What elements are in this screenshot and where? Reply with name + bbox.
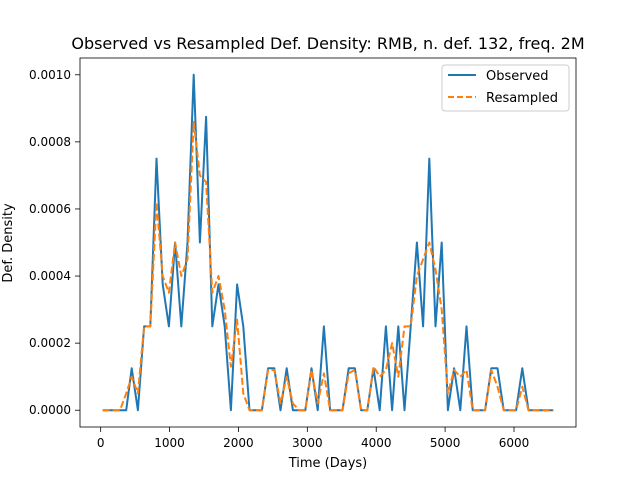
y-tick-label: 0.0008 — [29, 135, 71, 149]
plot-area — [80, 58, 576, 427]
x-tick-label: 0 — [97, 436, 105, 450]
x-axis-label: Time (Days) — [288, 456, 368, 471]
y-tick-label: 0.0002 — [29, 336, 71, 350]
y-tick-label: 0.0010 — [29, 68, 71, 82]
legend-label-observed: Observed — [486, 69, 549, 84]
x-tick-label: 1000 — [154, 436, 185, 450]
legend-box — [441, 64, 570, 112]
y-tick-label: 0.0000 — [29, 403, 71, 417]
y-axis-label: Def. Density — [1, 203, 16, 283]
series-line-resampled — [102, 120, 554, 412]
x-tick-label: 4000 — [361, 436, 392, 450]
x-tick-label: 3000 — [292, 436, 323, 450]
chart-title: Observed vs Resampled Def. Density: RMB,… — [71, 34, 584, 53]
y-tick-label: 0.0006 — [29, 202, 71, 216]
x-tick-label: 5000 — [430, 436, 461, 450]
series-layer — [102, 73, 554, 412]
x-tick-label: 6000 — [499, 436, 530, 450]
y-axis: 0.0000 0.0002 0.0004 0.0006 0.0008 0.0010 — [29, 68, 80, 417]
x-tick-label: 2000 — [223, 436, 254, 450]
legend-label-resampled: Resampled — [486, 91, 558, 106]
legend: Observed Resampled — [441, 64, 570, 112]
y-tick-label: 0.0004 — [29, 269, 71, 283]
x-axis: 0 1000 2000 3000 4000 5000 6000 — [97, 427, 529, 450]
plot-frame — [79, 57, 577, 428]
